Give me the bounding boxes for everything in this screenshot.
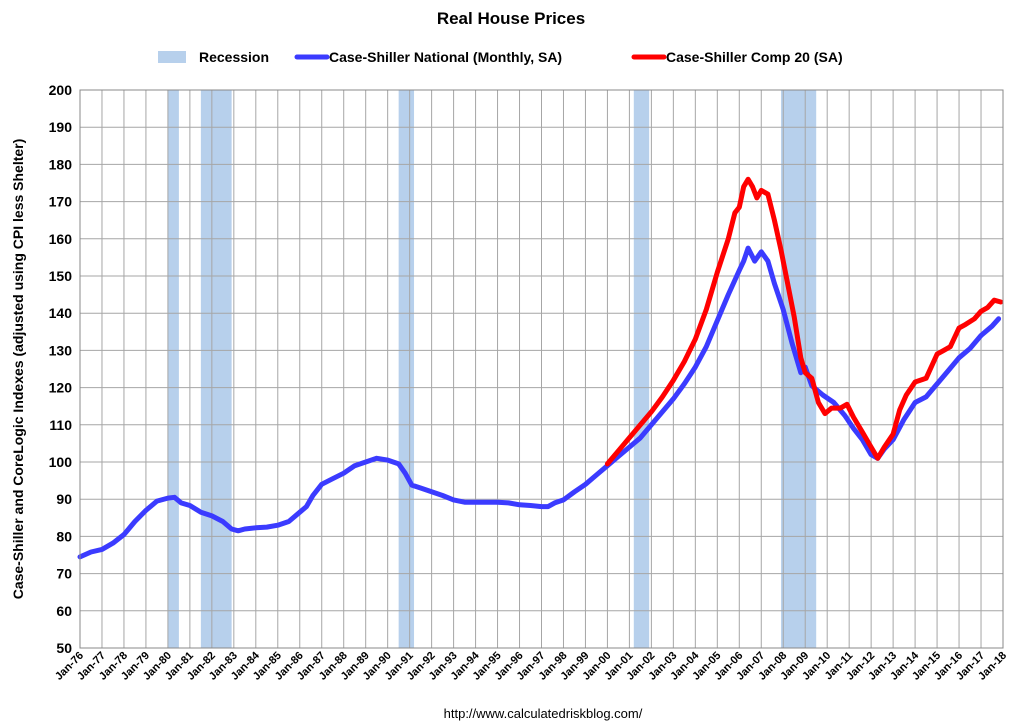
legend-item-national: Case-Shiller National (Monthly, SA) <box>294 49 562 65</box>
legend-swatch-recession <box>158 51 186 63</box>
recession-band <box>167 90 179 648</box>
recession-band <box>633 90 650 648</box>
y-tick-label: 140 <box>49 305 73 321</box>
y-tick-label: 180 <box>49 156 73 172</box>
y-tick-label: 100 <box>49 454 73 470</box>
chart-title: Real House Prices <box>437 9 585 28</box>
y-tick-label: 60 <box>56 603 72 619</box>
y-axis-label: Case-Shiller and CoreLogic Indexes (adju… <box>10 139 26 600</box>
y-tick-label: 150 <box>49 268 73 284</box>
legend-item-recession: Recession <box>158 49 269 65</box>
series-lines <box>77 176 1004 560</box>
chart-legend: Recession Case-Shiller National (Monthly… <box>158 49 843 65</box>
series-line-national <box>77 245 1002 560</box>
plot-border <box>79 89 1004 649</box>
y-tick-label: 170 <box>49 194 73 210</box>
y-tick-label: 160 <box>49 231 73 247</box>
y-tick-label: 190 <box>49 119 73 135</box>
series-line-comp20 <box>604 176 1004 467</box>
y-tick-label: 130 <box>49 342 73 358</box>
legend-label-comp20: Case-Shiller Comp 20 (SA) <box>666 49 843 65</box>
y-tick-label: 200 <box>49 82 73 98</box>
y-tick-label: 50 <box>56 640 72 656</box>
legend-label-national: Case-Shiller National (Monthly, SA) <box>329 49 562 65</box>
y-tick-label: 110 <box>49 417 72 433</box>
y-axis-ticks: 50 60 70 80 90 100 110 120 130 140 150 160 170 180 190… <box>49 82 73 656</box>
legend-label-recession: Recession <box>199 49 269 65</box>
source-url: http://www.calculatedriskblog.com/ <box>444 706 643 721</box>
y-tick-label: 80 <box>56 528 72 544</box>
y-tick-label: 90 <box>56 491 72 507</box>
y-tick-label: 70 <box>56 566 72 582</box>
recession-band <box>200 90 232 648</box>
x-axis-ticks: Jan-76Jan-77Jan-78Jan-79Jan-80Jan-81Jan-… <box>53 649 1009 683</box>
y-tick-label: 120 <box>49 380 73 396</box>
recession-band <box>398 90 415 648</box>
legend-item-comp20: Case-Shiller Comp 20 (SA) <box>631 49 843 65</box>
